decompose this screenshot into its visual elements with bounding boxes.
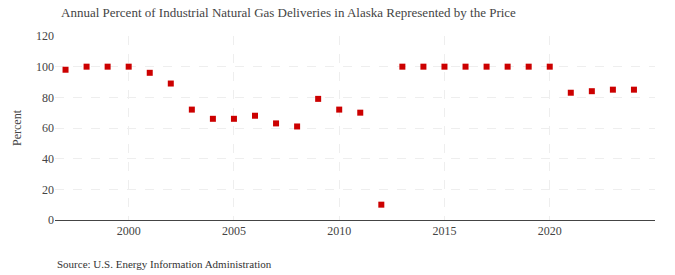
svg-text:0: 0 [48, 213, 54, 227]
svg-text:120: 120 [36, 29, 54, 43]
svg-text:2005: 2005 [222, 224, 246, 238]
svg-text:2010: 2010 [327, 224, 351, 238]
svg-text:Source: U.S. Energy Informatio: Source: U.S. Energy Information Administ… [57, 258, 272, 270]
svg-text:2015: 2015 [432, 224, 456, 238]
svg-text:Annual Percent of Industrial N: Annual Percent of Industrial Natural Gas… [61, 5, 516, 20]
svg-text:80: 80 [42, 91, 54, 105]
svg-text:100: 100 [36, 60, 54, 74]
svg-text:60: 60 [42, 121, 54, 135]
svg-text:40: 40 [42, 152, 54, 166]
svg-text:2000: 2000 [117, 224, 141, 238]
svg-text:Percent: Percent [10, 109, 24, 146]
svg-text:20: 20 [42, 183, 54, 197]
svg-text:2020: 2020 [538, 224, 562, 238]
